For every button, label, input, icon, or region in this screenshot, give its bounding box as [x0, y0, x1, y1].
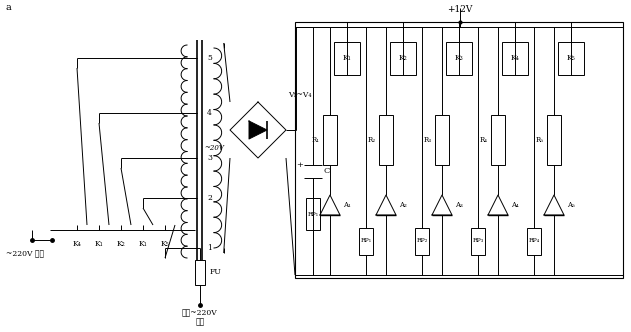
Bar: [379, 115, 393, 165]
Bar: [415, 228, 429, 255]
Polygon shape: [249, 121, 267, 139]
Bar: [547, 115, 561, 165]
Text: K₃: K₃: [454, 54, 463, 62]
Text: ~220V 输出: ~220V 输出: [6, 250, 44, 258]
Text: RP₄: RP₄: [528, 238, 540, 243]
Text: 3: 3: [207, 154, 212, 162]
Text: K₂: K₂: [399, 54, 408, 62]
Text: 市电~220V
输入: 市电~220V 输入: [182, 309, 218, 327]
Text: K₅: K₅: [567, 54, 575, 62]
Text: +: +: [297, 161, 304, 169]
Text: K₄: K₄: [510, 54, 519, 62]
Bar: [295, 22, 623, 278]
Text: RP₁: RP₁: [360, 238, 372, 243]
Text: K₂: K₂: [117, 240, 126, 248]
Bar: [527, 228, 541, 255]
Bar: [446, 42, 472, 75]
Text: A₁: A₁: [343, 201, 351, 209]
Text: A₃: A₃: [455, 201, 463, 209]
Bar: [435, 115, 449, 165]
Text: 1: 1: [207, 244, 212, 252]
Text: ~20V: ~20V: [204, 144, 224, 152]
Text: K₁: K₁: [343, 54, 351, 62]
Text: A₂: A₂: [399, 201, 407, 209]
Text: K₁: K₁: [95, 240, 103, 248]
Text: a: a: [5, 4, 11, 13]
Text: K₅: K₅: [161, 240, 169, 248]
Text: R₃: R₃: [424, 136, 432, 144]
Text: RP₂: RP₂: [416, 238, 428, 243]
Bar: [471, 228, 485, 255]
Bar: [491, 115, 505, 165]
Text: R₅: R₅: [536, 136, 544, 144]
Text: K₁: K₁: [139, 240, 148, 248]
Text: 4: 4: [207, 109, 212, 117]
Text: R₄: R₄: [480, 136, 488, 144]
Text: A₄: A₄: [511, 201, 519, 209]
Text: +12V: +12V: [447, 6, 473, 15]
Bar: [558, 42, 584, 75]
Text: FU: FU: [210, 268, 221, 276]
Bar: [359, 228, 373, 255]
Text: K₄: K₄: [73, 240, 81, 248]
Text: C: C: [324, 167, 330, 175]
Bar: [323, 115, 337, 165]
Text: A₅: A₅: [567, 201, 575, 209]
Text: R₁: R₁: [312, 136, 320, 144]
Text: 5: 5: [207, 54, 212, 62]
Bar: [390, 42, 416, 75]
Text: 2: 2: [207, 194, 212, 202]
Text: R₂: R₂: [368, 136, 376, 144]
Bar: [306, 198, 320, 230]
Bar: [334, 42, 360, 75]
Bar: [502, 42, 528, 75]
Text: RP₁: RP₁: [307, 211, 319, 216]
Text: RP₃: RP₃: [473, 238, 483, 243]
Text: V₁~V₄: V₁~V₄: [288, 91, 312, 99]
Bar: [195, 260, 205, 285]
